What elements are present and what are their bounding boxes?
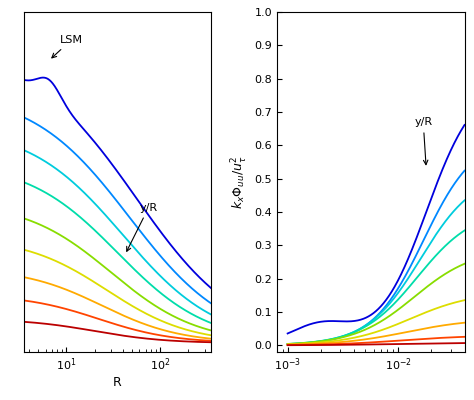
X-axis label: R: R <box>113 376 122 389</box>
Text: LSM: LSM <box>52 35 83 58</box>
Y-axis label: $k_x\Phi_{uu}/u_\tau^2$: $k_x\Phi_{uu}/u_\tau^2$ <box>230 155 250 209</box>
Text: y/R: y/R <box>414 117 432 165</box>
Text: y/R: y/R <box>127 203 157 251</box>
